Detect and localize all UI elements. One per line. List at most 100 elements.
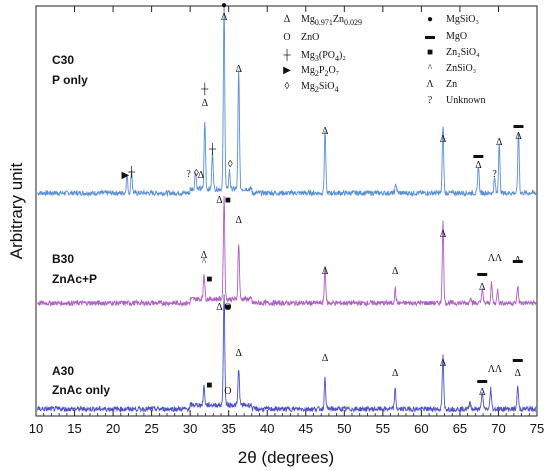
- peak-marker: ?: [492, 169, 497, 180]
- peak-marker: ┼: [200, 82, 209, 96]
- legend-symbol: ▬: [425, 31, 435, 42]
- x-tick-label: 20: [106, 421, 120, 436]
- x-tick-label: 40: [260, 421, 274, 436]
- peak-marker: Δ: [235, 64, 242, 75]
- peak-marker: Δ: [235, 215, 242, 226]
- x-tick-label: 10: [29, 421, 43, 436]
- x-tick-label: 30: [183, 421, 197, 436]
- peak-marker: Δ: [496, 137, 503, 148]
- x-tick-label: 65: [453, 421, 467, 436]
- peak-marker: Δ: [235, 348, 242, 359]
- peak-marker: ┼: [208, 142, 217, 156]
- peak-marker: Δ: [515, 368, 522, 379]
- legend-entry: MgO: [446, 31, 467, 42]
- peak-marker: ■: [206, 274, 212, 285]
- x-tick-label: 15: [67, 421, 81, 436]
- legend-entry: Unknown: [446, 95, 485, 106]
- peak-marker: ▬: [477, 268, 487, 279]
- peak-marker: ?: [186, 169, 191, 180]
- legend-entry-part: Mg: [301, 81, 315, 92]
- peak-marker: O: [224, 386, 231, 397]
- legend-entry-part: 4: [335, 54, 339, 63]
- peak-marker: ▬: [513, 354, 523, 365]
- legend-symbol: O: [283, 32, 290, 43]
- legend-symbol: ┼: [282, 48, 291, 62]
- peak-marker: ◊: [194, 168, 199, 179]
- peak-marker: Δ: [198, 170, 205, 181]
- peak-marker: Δ: [440, 229, 447, 240]
- peak-marker: Δ: [322, 126, 329, 137]
- legend-symbol: ◊: [285, 81, 290, 92]
- legend-entry-part: O₇: [328, 65, 339, 76]
- legend-entry: Mg2SiO4: [301, 81, 338, 94]
- legend-entry-part: (PO: [319, 50, 335, 61]
- legend-entry: Mg0.971Zn0.029: [301, 14, 362, 27]
- peak-marker: Δ: [475, 160, 482, 171]
- x-tick-label: 60: [414, 421, 428, 436]
- legend-entry-part: 4: [334, 85, 338, 94]
- peak-marker: Λ: [495, 364, 503, 375]
- peak-marker: Δ: [322, 353, 329, 364]
- x-axis-ticks: 10 15 20 25 30 35 40 45 50 55 60 65 70 75: [29, 6, 544, 436]
- peak-marker: Δ: [216, 195, 223, 206]
- series-labels: C30 P only B30 ZnAc+P A30 ZnAc only: [52, 53, 110, 397]
- legend-entry-part: SiO: [319, 81, 335, 92]
- legend-entry-part: 3: [315, 54, 319, 63]
- peak-marker: ▬: [513, 255, 523, 266]
- legend-entry-part: 2: [324, 69, 328, 78]
- x-tick-label: 45: [299, 421, 313, 436]
- legend-symbol: ●: [427, 14, 433, 25]
- legend-entry-part: )₂: [339, 50, 346, 61]
- legend-entry-part: Mg: [301, 50, 315, 61]
- legend-entry: ZnO: [301, 32, 319, 43]
- legend-symbol: Λ: [426, 79, 434, 90]
- x-tick-label: 70: [491, 421, 505, 436]
- x-tick-label: 75: [530, 421, 544, 436]
- peak-marker: ■: [225, 195, 231, 206]
- peak-marker: Δ: [479, 387, 486, 398]
- legend-symbol: ^: [428, 63, 433, 74]
- peak-marker: Λ: [488, 364, 496, 375]
- legend-entry-part: Mg: [301, 14, 315, 25]
- peak-marker: ●: [221, 0, 227, 11]
- x-tick-label: 25: [144, 421, 158, 436]
- x-tick-label: 55: [376, 421, 390, 436]
- peak-marker: ┼: [127, 165, 136, 179]
- peak-marker: Δ: [515, 131, 522, 142]
- peak-marker: Δ: [515, 255, 522, 266]
- series-label: A30: [52, 364, 74, 378]
- x-axis-title: 2θ (degrees): [238, 448, 334, 467]
- series-group: [37, 2, 537, 414]
- series-label: P only: [52, 73, 88, 87]
- series-line-2: [37, 294, 537, 414]
- legend-entry: Zn₂SiO₄: [446, 47, 480, 58]
- peak-marker: ▬: [477, 375, 487, 386]
- peak-marker: Δ: [202, 98, 209, 109]
- x-tick-label: 50: [337, 421, 351, 436]
- legend-entry: MgSiO₃: [446, 14, 479, 25]
- peak-marker: ▬: [514, 120, 524, 131]
- peak-marker: Δ: [479, 282, 486, 293]
- legend-entry-part: 0.029: [344, 18, 362, 27]
- x-tick-label: 35: [221, 421, 235, 436]
- peak-marker: Δ: [392, 368, 399, 379]
- legend-entry: Mg3(PO4)₂: [301, 50, 346, 63]
- legend-entry: ZnSiO₃: [446, 63, 476, 74]
- series-label: B30: [52, 252, 74, 266]
- legend-entry-part: ZnO: [301, 32, 319, 43]
- series-label: ZnAc only: [52, 383, 110, 397]
- legend-entry-part: 0.971: [315, 18, 333, 27]
- series-label: ZnAc+P: [52, 272, 97, 286]
- peak-marker: Δ: [216, 302, 223, 313]
- legend-symbol: ?: [428, 95, 433, 106]
- legend-entry: Zn: [446, 79, 457, 90]
- peak-marker: Δ: [440, 358, 447, 369]
- peak-marker: Δ: [322, 266, 329, 277]
- plot-frame: [35, 5, 538, 417]
- peak-marker: Δ: [201, 250, 208, 261]
- peak-marker: ■: [225, 302, 231, 313]
- legend-entry: Mg2P2O₇: [301, 65, 339, 78]
- peak-marker: Δ: [440, 134, 447, 145]
